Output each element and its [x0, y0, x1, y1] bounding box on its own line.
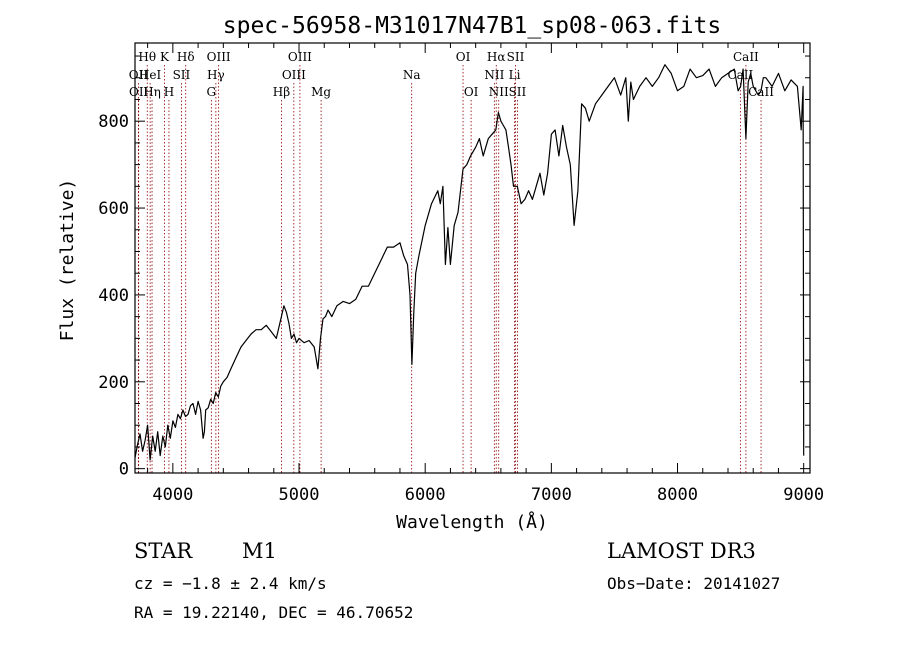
y-tick-label-200: 200	[98, 373, 129, 393]
line-label-4: Hη	[143, 85, 161, 99]
line-label-19: Hα	[487, 50, 506, 64]
line-label-17: OI	[456, 50, 471, 64]
spectrum-line	[134, 64, 805, 461]
spectrum-chart: spec-56958-M31017N47B1_sp08-063.fits Hθ O…	[57, 13, 824, 533]
x-axis-label: Wavelength (Å)	[396, 511, 548, 533]
x-tick-label-9000: 9000	[783, 485, 824, 505]
line-label-23: Li	[509, 68, 521, 82]
axis-ticks: 4000 5000 6000 7000 8000 9000 0 200 400 600 800	[98, 43, 824, 505]
line-label-5: K	[160, 50, 170, 64]
line-label-1: OII	[129, 68, 149, 82]
line-label-20: NII	[484, 68, 504, 82]
line-label-24: SII	[509, 85, 527, 99]
line-label-16: Na	[403, 68, 421, 82]
emission-line-markers	[138, 65, 762, 473]
x-tick-label-7000: 7000	[531, 485, 572, 505]
x-tick-label-6000: 6000	[405, 485, 446, 505]
plot-frame	[134, 42, 811, 474]
line-label-14: OIII	[282, 68, 306, 82]
x-tick-label-4000: 4000	[152, 485, 193, 505]
x-tick-label-8000: 8000	[657, 485, 698, 505]
line-label-21: NII	[489, 85, 509, 99]
redshift-velocity: cz = −1.8 ± 2.4 km/s	[134, 574, 327, 593]
x-tick-label-5000: 5000	[279, 485, 320, 505]
line-label-6: SII	[173, 68, 191, 82]
line-label-7: H	[164, 85, 174, 99]
observation-date: Obs−Date: 20141027	[607, 574, 781, 593]
object-subclass: M1	[242, 539, 277, 563]
line-label-9: OIII	[207, 50, 231, 64]
line-label-18: OI	[464, 85, 479, 99]
y-tick-label-400: 400	[98, 286, 129, 306]
line-label-13: OIII	[288, 50, 312, 64]
line-label-0: Hθ	[138, 50, 156, 64]
y-tick-label-600: 600	[98, 199, 129, 219]
survey-name: LAMOST DR3	[607, 539, 756, 563]
coordinates: RA = 19.22140, DEC = 46.70652	[134, 603, 414, 622]
chart-title: spec-56958-M31017N47B1_sp08-063.fits	[223, 13, 722, 39]
line-label-3: HeI	[139, 68, 162, 82]
line-label-10: Hγ	[207, 68, 225, 82]
line-label-15: Mg	[311, 85, 331, 99]
object-class: STAR	[134, 539, 193, 563]
line-label-22: SII	[507, 50, 525, 64]
line-label-11: G	[207, 85, 217, 99]
line-label-12: Hβ	[273, 85, 290, 99]
line-label-26: CaII	[727, 68, 753, 82]
y-tick-label-800: 800	[98, 112, 129, 132]
line-label-25: CaII	[733, 50, 759, 64]
y-axis-label: Flux (relative)	[57, 179, 78, 342]
y-tick-label-0: 0	[119, 460, 129, 480]
line-label-2: OII	[129, 85, 149, 99]
line-label-8: Hδ	[177, 50, 195, 64]
